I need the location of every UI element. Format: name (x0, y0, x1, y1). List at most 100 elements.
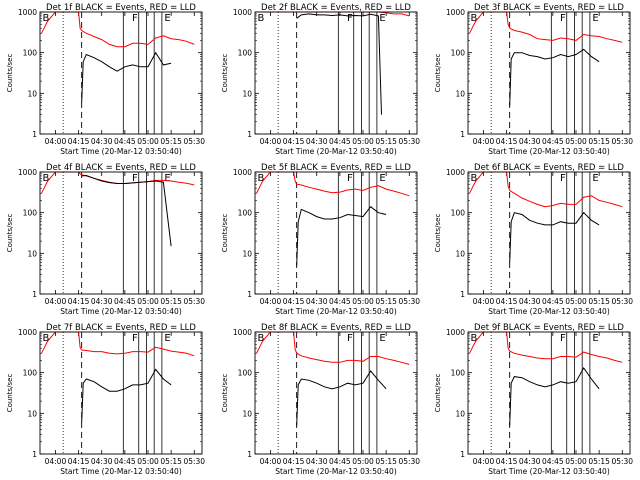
panel-det-2: Det 2f BLACK = Events, RED = LLD Counts/s… (221, 3, 420, 156)
x-tick-label: 04:45 (329, 297, 351, 306)
x-tick-label: 05:00 (352, 457, 374, 466)
y-tick-label: 100 (238, 209, 253, 218)
x-tick-label: 04:45 (114, 297, 136, 306)
y-tick-label: 1 (32, 290, 37, 299)
y-axis-label: Counts/sec (434, 374, 442, 413)
y-tick-label: 100 (23, 369, 38, 378)
marker-label-E: E (164, 173, 170, 184)
panel-title: Det 4f BLACK = Events, RED = LLD (46, 163, 196, 173)
y-tick-label: 10 (27, 409, 37, 418)
y-tick-label: 1 (32, 450, 37, 459)
x-tick-label: 04:45 (114, 457, 136, 466)
marker-label-B: B (258, 173, 265, 184)
y-tick-label: 10 (242, 249, 252, 258)
marker-label-B: B (43, 13, 50, 24)
y-tick-label: 1000 (18, 328, 37, 337)
x-tick-label: 05:15 (375, 457, 397, 466)
x-tick-label: 05:15 (160, 457, 182, 466)
x-tick-label: 04:00 (260, 297, 282, 306)
x-tick-label: 04:30 (91, 137, 113, 146)
x-tick-label: 05:15 (160, 137, 182, 146)
x-tick-label: 05:30 (611, 297, 633, 306)
marker-label-B: B (471, 333, 478, 344)
marker-label-F: F (560, 173, 566, 184)
y-tick-label: 10 (242, 89, 252, 98)
marker-label-E: E (164, 333, 170, 344)
x-tick-label: 04:30 (519, 297, 541, 306)
x-tick-label: 04:15 (496, 457, 518, 466)
x-tick-label: 05:30 (183, 297, 205, 306)
series-lld-red-line (469, 331, 623, 363)
x-tick-label: 05:30 (183, 457, 205, 466)
marker-label-E: E (592, 13, 598, 24)
y-axis-label: Counts/sec (221, 374, 229, 413)
y-tick-label: 10 (27, 249, 37, 258)
x-tick-label: 04:45 (542, 457, 564, 466)
marker-label-F: F (132, 173, 138, 184)
x-tick-label: 04:15 (68, 297, 90, 306)
plot-frame (254, 11, 418, 135)
y-tick-label: 100 (238, 369, 253, 378)
y-axis-label: Counts/sec (434, 214, 442, 253)
x-tick-label: 05:15 (375, 137, 397, 146)
series-events-black-line (509, 211, 600, 263)
series-events-black-line (296, 205, 387, 266)
x-tick-label: 05:00 (137, 137, 159, 146)
marker-label-E: E (379, 173, 385, 184)
plot-frame (39, 171, 203, 295)
y-tick-label: 1 (32, 130, 37, 139)
panel-title: Det 7f BLACK = Events, RED = LLD (46, 323, 196, 333)
y-tick-label: 100 (23, 49, 38, 58)
series-lld-red-line (41, 11, 195, 48)
x-tick-label: 05:15 (588, 297, 610, 306)
plot-frame (39, 11, 203, 135)
y-tick-label: 1 (247, 450, 252, 459)
panel-title: Det 3f BLACK = Events, RED = LLD (474, 3, 624, 13)
x-tick-label: 04:15 (496, 297, 518, 306)
series-events-black-line (81, 51, 172, 103)
plot-frame (467, 11, 631, 135)
x-tick-label: 04:45 (329, 457, 351, 466)
x-axis-label: Start Time (20-Mar-12 03:50:40) (60, 467, 182, 476)
plot-frame (254, 331, 418, 455)
x-tick-label: 04:45 (114, 137, 136, 146)
marker-label-F: F (347, 333, 353, 344)
x-tick-label: 04:15 (283, 297, 305, 306)
y-axis-label: Counts/sec (221, 54, 229, 93)
marker-label-F: F (347, 13, 353, 24)
y-tick-label: 100 (238, 49, 253, 58)
x-axis-label: Start Time (20-Mar-12 03:50:40) (488, 147, 610, 156)
y-tick-label: 1000 (446, 8, 465, 17)
y-tick-label: 10 (242, 409, 252, 418)
x-tick-label: 04:30 (519, 137, 541, 146)
panel-title: Det 6f BLACK = Events, RED = LLD (474, 163, 624, 173)
x-tick-label: 05:15 (588, 137, 610, 146)
y-tick-label: 100 (451, 209, 466, 218)
x-tick-label: 04:00 (260, 457, 282, 466)
y-tick-label: 1 (460, 130, 465, 139)
panel-title: Det 8f BLACK = Events, RED = LLD (261, 323, 411, 333)
x-tick-label: 04:00 (473, 297, 495, 306)
y-axis-label: Counts/sec (6, 374, 14, 413)
panel-title: Det 5f BLACK = Events, RED = LLD (261, 163, 411, 173)
marker-label-E: E (164, 13, 170, 24)
x-axis-label: Start Time (20-Mar-12 03:50:40) (60, 307, 182, 316)
y-axis-label: Counts/sec (6, 54, 14, 93)
marker-label-B: B (258, 333, 265, 344)
series-lld-red-line (469, 171, 623, 208)
y-tick-label: 1000 (446, 328, 465, 337)
x-tick-label: 05:00 (137, 457, 159, 466)
plot-frame (39, 331, 203, 455)
marker-label-E: E (592, 333, 598, 344)
marker-label-B: B (43, 173, 50, 184)
y-tick-label: 10 (455, 249, 465, 258)
marker-label-F: F (560, 333, 566, 344)
series-events-black-line (296, 370, 387, 426)
x-tick-label: 05:15 (588, 457, 610, 466)
y-axis-label: Counts/sec (434, 54, 442, 93)
y-tick-label: 100 (23, 209, 38, 218)
x-axis-label: Start Time (20-Mar-12 03:50:40) (60, 147, 182, 156)
x-tick-label: 05:00 (565, 137, 587, 146)
x-tick-label: 05:15 (375, 297, 397, 306)
x-tick-label: 05:15 (160, 297, 182, 306)
